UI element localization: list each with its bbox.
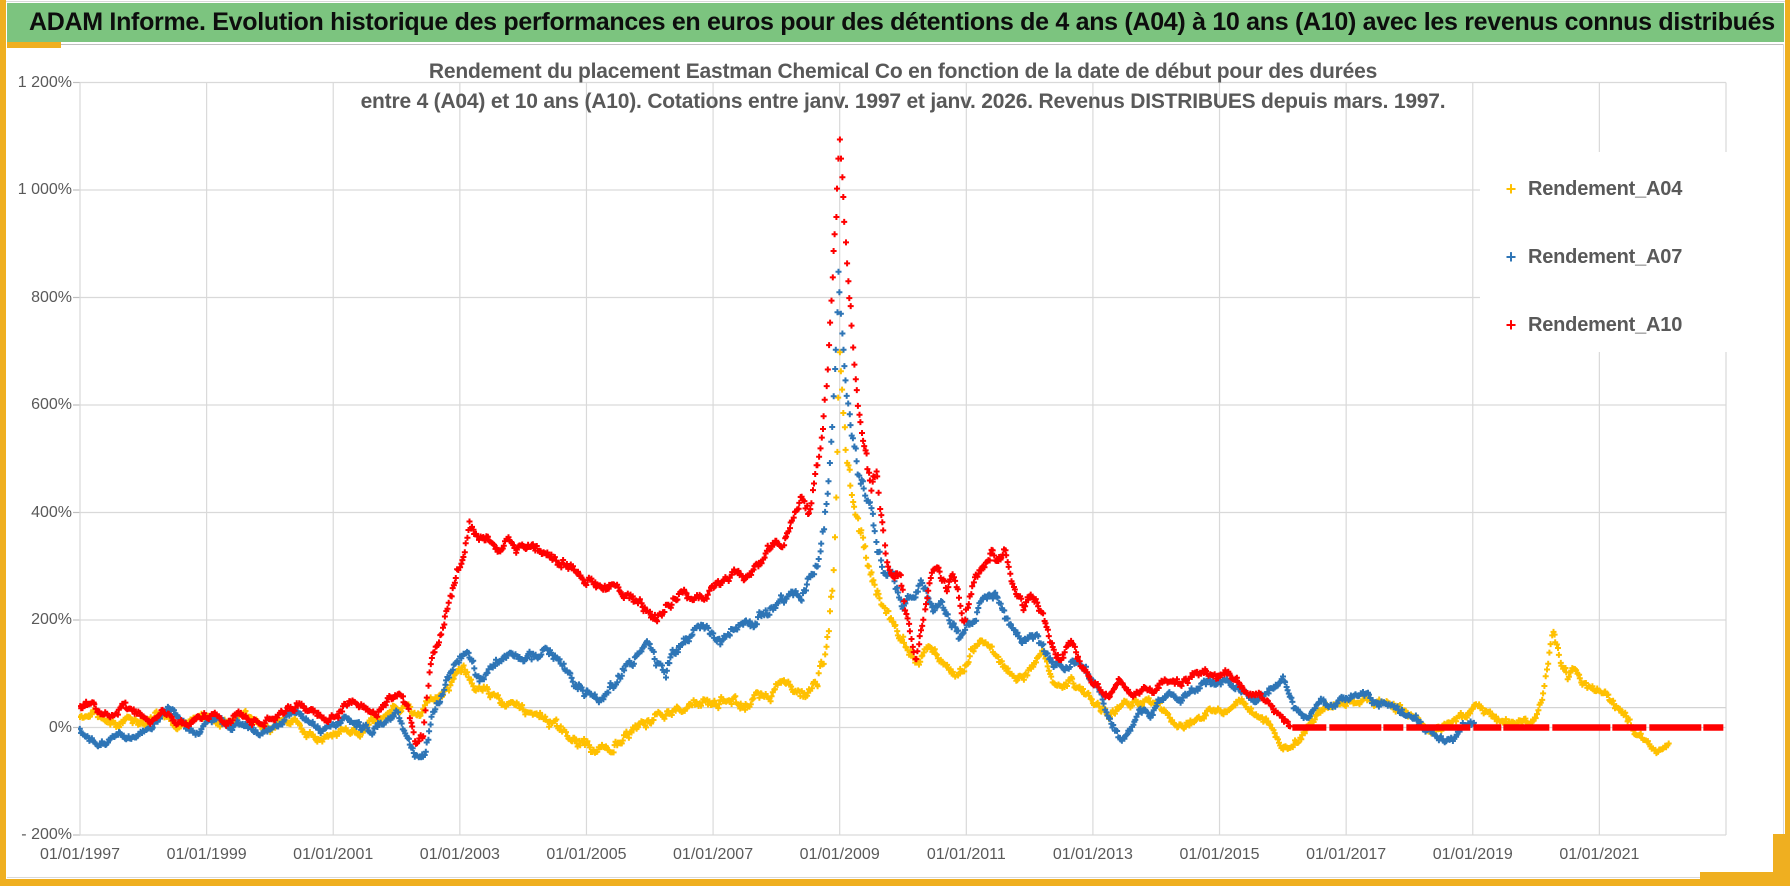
plus-marker-icon: + bbox=[1505, 314, 1517, 335]
page-border-left bbox=[0, 0, 6, 886]
x-axis-label: 01/01/2003 bbox=[419, 846, 500, 863]
page-corner-accent2 bbox=[1700, 872, 1790, 886]
x-axis-label: 01/01/2007 bbox=[673, 846, 754, 863]
legend-item-rendement-a10[interactable]: + Rendement_A10 bbox=[1500, 310, 1683, 340]
page-border-bottom bbox=[0, 879, 1790, 886]
page-right-line bbox=[1783, 44, 1784, 878]
x-axis-label: 01/01/2013 bbox=[1052, 846, 1133, 863]
series-rendement_a10[interactable] bbox=[77, 136, 1294, 747]
plus-marker-icon: + bbox=[1505, 246, 1517, 267]
header-gold-dash bbox=[7, 42, 61, 48]
x-axis-label: 01/01/1997 bbox=[39, 846, 121, 863]
page-border-right bbox=[1785, 0, 1790, 886]
x-axis-label: 01/01/2009 bbox=[799, 846, 880, 863]
y-axis-label: 800% bbox=[31, 288, 72, 306]
y-axis-label: 1 200% bbox=[17, 73, 72, 91]
legend-label: Rendement_A07 bbox=[1528, 245, 1683, 268]
legend-label: Rendement_A10 bbox=[1528, 313, 1683, 336]
legend-item-rendement-a04[interactable]: + Rendement_A04 bbox=[1500, 174, 1683, 204]
y-axis-label: 400% bbox=[31, 503, 72, 521]
page-top-border bbox=[0, 1, 1790, 2]
chart-title-line2: entre 4 (A04) et 10 ans (A10). Cotations… bbox=[360, 90, 1446, 113]
report-header-bar: ADAM Informe. Evolution historique des p… bbox=[7, 3, 1784, 42]
chart-title: Rendement du placement Eastman Chemical … bbox=[80, 57, 1726, 117]
chart-legend: + Rendement_A04 + Rendement_A07 + Rendem… bbox=[1480, 152, 1748, 352]
x-axis-label: 01/01/1999 bbox=[166, 846, 247, 863]
y-axis-label: 600% bbox=[31, 396, 72, 413]
chart-title-line1: Rendement du placement Eastman Chemical … bbox=[428, 60, 1378, 83]
plus-marker-icon: + bbox=[1505, 178, 1517, 199]
legend-item-rendement-a07[interactable]: + Rendement_A07 bbox=[1500, 242, 1683, 272]
x-axis-label: 01/01/2011 bbox=[926, 846, 1006, 863]
x-axis-label: 01/01/2021 bbox=[1559, 846, 1640, 863]
x-axis-label: 01/01/2017 bbox=[1306, 846, 1387, 863]
page-bottom-line bbox=[7, 877, 1784, 878]
x-axis-label: 01/01/2005 bbox=[546, 846, 627, 863]
y-axis-label: 0% bbox=[48, 718, 72, 736]
header-underline bbox=[61, 44, 1784, 45]
report-title: ADAM Informe. Evolution historique des p… bbox=[29, 8, 1775, 36]
x-axis-label: 01/01/2015 bbox=[1179, 846, 1260, 863]
legend-label: Rendement_A04 bbox=[1528, 177, 1683, 200]
x-axis-label: 01/01/2001 bbox=[293, 846, 374, 863]
x-axis-label: 01/01/2019 bbox=[1432, 846, 1513, 863]
y-axis-label: 200% bbox=[31, 611, 72, 628]
y-axis-label: - 200% bbox=[21, 826, 72, 843]
series-rendement_a07[interactable] bbox=[77, 268, 1477, 761]
y-axis-label: 1 000% bbox=[17, 181, 72, 198]
